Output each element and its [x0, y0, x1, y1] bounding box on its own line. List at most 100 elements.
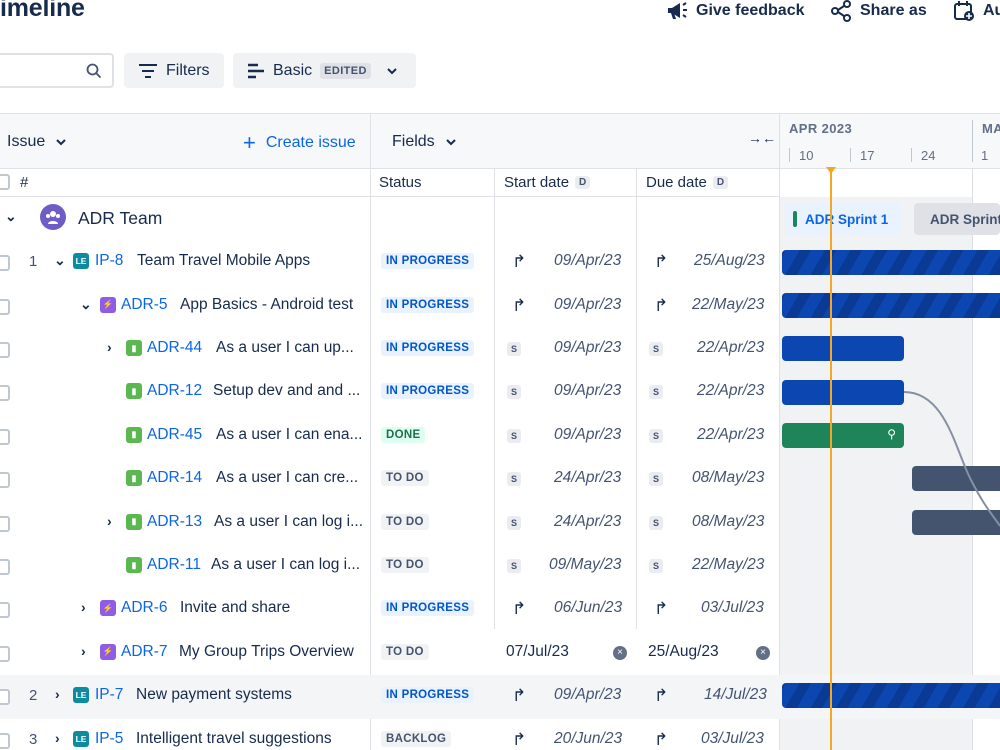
due-date[interactable]: 08/May/23	[692, 512, 765, 530]
due-date[interactable]: 08/May/23	[692, 469, 765, 487]
issue-key[interactable]: IP-5	[95, 729, 124, 747]
due-date[interactable]: 22/Apr/23	[697, 339, 765, 356]
table-row[interactable]: ▮ ADR-12 Setup dev and and ... IN PROGRE…	[0, 371, 780, 414]
issue-summary[interactable]: As a user I can cre...	[216, 469, 359, 487]
feature-bar[interactable]	[782, 293, 1000, 318]
row-checkbox[interactable]	[0, 559, 10, 575]
chevron-right-icon[interactable]: ›	[55, 729, 60, 746]
issue-key[interactable]: ADR-6	[121, 599, 168, 617]
issue-summary[interactable]: My Group Trips Overview	[179, 642, 354, 660]
start-date[interactable]: 09/Apr/23	[554, 686, 622, 704]
issue-summary[interactable]: As a user I can up...	[216, 339, 354, 356]
select-all-checkbox[interactable]	[0, 174, 10, 190]
table-row[interactable]: 3 › LE IP-5 Intelligent travel suggestio…	[0, 719, 780, 750]
table-row[interactable]: ▮ ADR-14 As a user I can cre... TO DO S …	[0, 458, 780, 501]
filters-button[interactable]: Filters	[124, 53, 224, 88]
start-date[interactable]: 20/Jun/23	[554, 729, 623, 747]
chevron-right-icon[interactable]: ›	[81, 642, 86, 659]
row-checkbox[interactable]	[0, 255, 10, 271]
row-checkbox[interactable]	[0, 732, 10, 749]
sprint-chip[interactable]: ADR Sprint	[914, 203, 1000, 235]
status-badge[interactable]: TO DO	[381, 513, 429, 530]
due-date[interactable]: 22/Apr/23	[697, 425, 765, 443]
status-badge[interactable]: IN PROGRESS	[381, 600, 475, 617]
table-row[interactable]: › ▮ ADR-13 As a user I can log i... TO D…	[0, 502, 780, 545]
issue-summary[interactable]: As a user I can ena...	[216, 425, 363, 443]
due-date-column-header[interactable]: Due date D	[646, 174, 729, 191]
story-bar[interactable]: ⚲	[782, 423, 904, 448]
due-date[interactable]: 03/Jul/23	[701, 729, 764, 747]
search-input[interactable]	[0, 55, 82, 86]
issue-summary[interactable]: Invite and share	[180, 599, 291, 617]
row-checkbox[interactable]	[0, 428, 10, 445]
status-column-header[interactable]: Status	[379, 174, 422, 191]
row-checkbox[interactable]	[0, 342, 10, 358]
due-date[interactable]: 03/Jul/23	[701, 599, 764, 617]
chevron-down-icon[interactable]: ⌄	[80, 295, 92, 312]
status-badge[interactable]: TO DO	[381, 470, 429, 487]
start-date[interactable]: 09/Apr/23	[554, 252, 622, 269]
status-badge[interactable]: DONE	[381, 426, 426, 443]
table-row[interactable]: ▮ ADR-11 As a user I can log i... TO DO …	[0, 545, 780, 588]
dependency-line[interactable]	[900, 388, 1000, 528]
table-row[interactable]: › ▮ ADR-44 As a user I can up... IN PROG…	[0, 328, 780, 371]
due-date[interactable]: 25/Aug/23	[648, 642, 719, 660]
chevron-down-icon[interactable]: ⌄	[54, 252, 66, 268]
due-date[interactable]: 14/Jul/23	[704, 686, 767, 704]
fields-dropdown[interactable]: Fields	[392, 133, 457, 151]
auto-schedule-button[interactable]: Au	[953, 0, 1000, 22]
collapse-fields-icon[interactable]: →←	[748, 130, 776, 146]
issue-summary[interactable]: Setup dev and and ...	[213, 382, 361, 400]
issue-key[interactable]: ADR-13	[147, 512, 203, 530]
table-row[interactable]: 1 ⌄ LE IP-8 Team Travel Mobile Apps IN P…	[0, 241, 780, 284]
start-date[interactable]: 06/Jun/23	[554, 599, 623, 617]
due-date[interactable]: 22/Apr/23	[697, 382, 765, 400]
start-date-column-header[interactable]: Start date D	[504, 174, 591, 191]
issue-key[interactable]: ADR-14	[147, 469, 203, 487]
issue-summary[interactable]: As a user I can log i...	[211, 556, 361, 573]
story-bar[interactable]	[912, 510, 1000, 535]
start-date[interactable]: 24/Apr/23	[554, 469, 622, 487]
status-badge[interactable]: IN PROGRESS	[381, 340, 475, 356]
due-date[interactable]: 22/May/23	[692, 295, 765, 313]
issue-summary[interactable]: Intelligent travel suggestions	[136, 729, 332, 747]
row-checkbox[interactable]	[0, 472, 10, 489]
issue-summary[interactable]: App Basics - Android test	[180, 295, 354, 313]
status-badge[interactable]: IN PROGRESS	[381, 253, 475, 269]
row-checkbox[interactable]	[0, 298, 10, 315]
view-settings-button[interactable]: Basic EDITED	[233, 53, 416, 88]
chevron-right-icon[interactable]: ›	[107, 339, 112, 355]
issue-key[interactable]: ADR-7	[121, 642, 168, 660]
row-checkbox[interactable]	[0, 385, 10, 402]
table-row[interactable]: › ⚡ ADR-7 My Group Trips Overview TO DO …	[0, 632, 780, 675]
start-date[interactable]: 09/Apr/23	[554, 382, 622, 400]
start-date[interactable]: 24/Apr/23	[554, 512, 622, 530]
table-row[interactable]: ⌄ ⚡ ADR-5 App Basics - Android test IN P…	[0, 285, 780, 328]
clear-icon[interactable]: ×	[756, 645, 770, 660]
story-bar[interactable]	[782, 380, 904, 405]
status-badge[interactable]: TO DO	[381, 557, 429, 573]
issue-key[interactable]: ADR-12	[147, 382, 203, 400]
create-issue-button[interactable]: + Create issue	[243, 132, 356, 154]
collapse-team-icon[interactable]: ⌄	[5, 208, 17, 224]
issue-key[interactable]: IP-7	[95, 686, 124, 704]
clear-icon[interactable]: ×	[613, 645, 627, 660]
row-checkbox[interactable]	[0, 515, 10, 532]
give-feedback-button[interactable]: Give feedback	[666, 0, 805, 22]
chevron-right-icon[interactable]: ›	[81, 599, 86, 616]
status-badge[interactable]: TO DO	[381, 643, 429, 660]
status-badge[interactable]: BACKLOG	[381, 730, 452, 747]
due-date[interactable]: 22/May/23	[692, 556, 765, 573]
status-badge[interactable]: IN PROGRESS	[381, 383, 475, 400]
epic-bar[interactable]	[782, 683, 1000, 708]
sprint-chip[interactable]: ADR Sprint 1	[785, 203, 901, 235]
status-badge[interactable]: IN PROGRESS	[381, 296, 475, 313]
search-field[interactable]	[0, 53, 114, 88]
issue-key[interactable]: ADR-44	[147, 339, 203, 356]
story-bar[interactable]	[912, 466, 1000, 491]
row-checkbox[interactable]	[0, 689, 10, 706]
issue-key[interactable]: IP-8	[95, 252, 124, 269]
table-row[interactable]: ▮ ADR-45 As a user I can ena... DONE S 0…	[0, 415, 780, 458]
due-date[interactable]: 25/Aug/23	[694, 252, 765, 269]
issue-summary[interactable]: As a user I can log i...	[214, 512, 364, 530]
